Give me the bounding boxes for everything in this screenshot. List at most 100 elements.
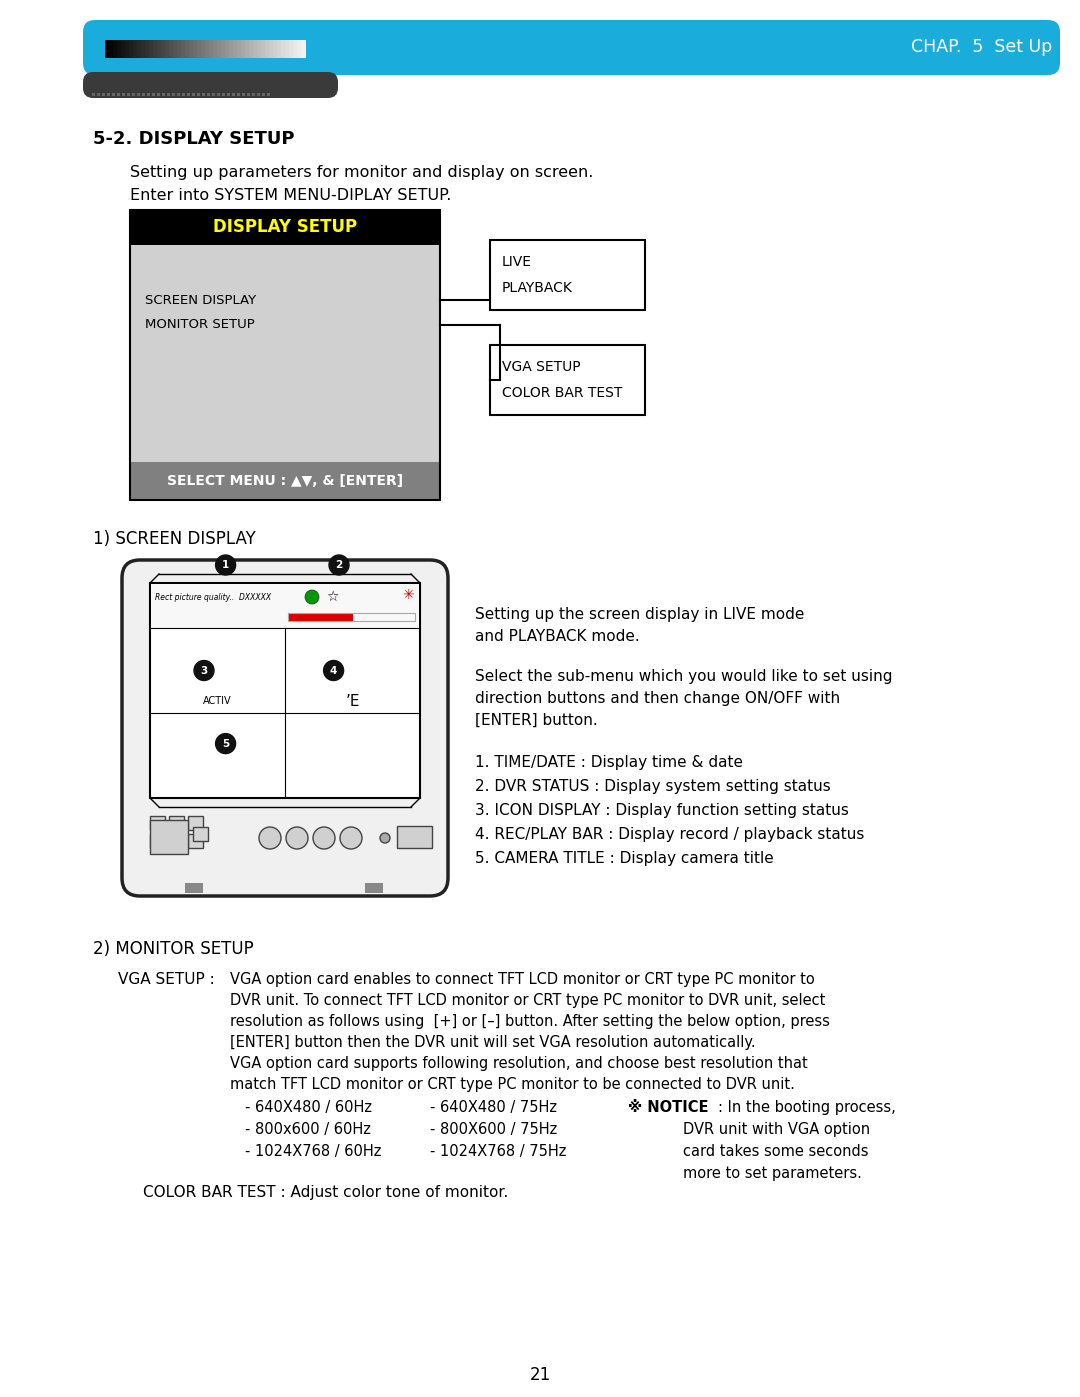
Text: 5. CAMERA TITLE : Display camera title: 5. CAMERA TITLE : Display camera title bbox=[475, 851, 773, 866]
Bar bbox=[92, 94, 95, 96]
Bar bbox=[229, 41, 233, 59]
Bar bbox=[210, 41, 214, 59]
Text: 4: 4 bbox=[329, 665, 337, 676]
Bar bbox=[201, 41, 205, 59]
Bar bbox=[168, 816, 184, 830]
Text: ’E: ’E bbox=[346, 693, 360, 708]
Bar bbox=[107, 94, 110, 96]
Text: [ENTER] button then the DVR unit will set VGA resolution automatically.: [ENTER] button then the DVR unit will se… bbox=[230, 1035, 756, 1051]
Bar bbox=[189, 41, 193, 59]
Bar bbox=[197, 41, 202, 59]
Text: - 1024X768 / 60Hz: - 1024X768 / 60Hz bbox=[245, 1144, 381, 1160]
Bar bbox=[288, 613, 415, 622]
Text: DVR unit. To connect TFT LCD monitor or CRT type PC monitor to DVR unit, select: DVR unit. To connect TFT LCD monitor or … bbox=[230, 993, 825, 1009]
Bar bbox=[205, 41, 210, 59]
Bar bbox=[177, 94, 180, 96]
FancyBboxPatch shape bbox=[83, 73, 338, 98]
Bar bbox=[102, 94, 105, 96]
Text: MONITOR SETUP: MONITOR SETUP bbox=[145, 319, 255, 331]
Bar bbox=[192, 94, 195, 96]
Bar bbox=[267, 94, 270, 96]
Bar bbox=[125, 41, 130, 59]
Text: direction buttons and then change ON/OFF with: direction buttons and then change ON/OFF… bbox=[475, 692, 840, 705]
Bar bbox=[257, 94, 260, 96]
Circle shape bbox=[340, 827, 362, 849]
Bar bbox=[397, 826, 432, 848]
Text: SELECT MENU : ▲▼, & [ENTER]: SELECT MENU : ▲▼, & [ENTER] bbox=[167, 474, 403, 488]
Bar bbox=[237, 94, 240, 96]
Text: Enter into SYSTEM MENU-DIPLAY SETUP.: Enter into SYSTEM MENU-DIPLAY SETUP. bbox=[130, 189, 451, 203]
Bar bbox=[117, 41, 121, 59]
Bar bbox=[130, 462, 440, 500]
Bar bbox=[217, 41, 221, 59]
Text: ACTIV: ACTIV bbox=[203, 696, 232, 705]
Bar bbox=[137, 94, 140, 96]
Text: PLAYBACK: PLAYBACK bbox=[502, 281, 572, 295]
Text: more to set parameters.: more to set parameters. bbox=[683, 1166, 862, 1180]
Bar bbox=[490, 240, 645, 310]
Text: COLOR BAR TEST : Adjust color tone of monitor.: COLOR BAR TEST : Adjust color tone of mo… bbox=[143, 1185, 509, 1200]
Text: CHAP.  5  Set Up: CHAP. 5 Set Up bbox=[910, 38, 1052, 56]
Circle shape bbox=[259, 827, 281, 849]
Bar bbox=[249, 41, 254, 59]
Text: resolution as follows using  [+] or [–] button. After setting the below option, : resolution as follows using [+] or [–] b… bbox=[230, 1014, 829, 1030]
Text: 1. TIME/DATE : Display time & date: 1. TIME/DATE : Display time & date bbox=[475, 754, 743, 770]
FancyBboxPatch shape bbox=[83, 20, 1059, 75]
Bar bbox=[241, 41, 245, 59]
Bar bbox=[365, 883, 383, 893]
Bar bbox=[141, 41, 146, 59]
Text: VGA SETUP: VGA SETUP bbox=[502, 360, 581, 374]
Bar bbox=[213, 41, 217, 59]
Bar bbox=[212, 94, 215, 96]
Circle shape bbox=[380, 833, 390, 842]
Text: 4. REC/PLAY BAR : Display record / playback status: 4. REC/PLAY BAR : Display record / playb… bbox=[475, 827, 864, 842]
Bar bbox=[288, 613, 353, 622]
Text: VGA option card supports following resolution, and choose best resolution that: VGA option card supports following resol… bbox=[230, 1056, 808, 1071]
Text: LIVE: LIVE bbox=[502, 256, 532, 270]
Bar bbox=[97, 94, 100, 96]
Text: 1: 1 bbox=[222, 560, 229, 570]
Bar bbox=[262, 94, 265, 96]
Text: and PLAYBACK mode.: and PLAYBACK mode. bbox=[475, 629, 639, 644]
Bar bbox=[285, 41, 289, 59]
Bar bbox=[265, 41, 270, 59]
Text: 2: 2 bbox=[336, 560, 342, 570]
Circle shape bbox=[216, 555, 235, 576]
Text: Setting up parameters for monitor and display on screen.: Setting up parameters for monitor and di… bbox=[130, 165, 593, 180]
Bar bbox=[172, 94, 175, 96]
Bar bbox=[150, 816, 165, 830]
Bar bbox=[162, 94, 165, 96]
Circle shape bbox=[329, 555, 349, 576]
Bar bbox=[130, 244, 440, 462]
Bar bbox=[151, 584, 419, 629]
Text: DVR unit with VGA option: DVR unit with VGA option bbox=[683, 1122, 870, 1137]
Text: 3. ICON DISPLAY : Display function setting status: 3. ICON DISPLAY : Display function setti… bbox=[475, 803, 849, 819]
Bar bbox=[145, 41, 149, 59]
Bar bbox=[157, 94, 160, 96]
Text: - 640X480 / 75Hz: - 640X480 / 75Hz bbox=[430, 1099, 557, 1115]
Text: 3: 3 bbox=[201, 665, 207, 676]
FancyBboxPatch shape bbox=[122, 560, 448, 895]
Bar bbox=[261, 41, 266, 59]
Text: Rect picture quality..  DXXXXX: Rect picture quality.. DXXXXX bbox=[156, 592, 271, 602]
Bar bbox=[197, 94, 200, 96]
Bar bbox=[281, 41, 285, 59]
Text: ☆: ☆ bbox=[326, 590, 338, 604]
Bar bbox=[168, 834, 184, 848]
Bar bbox=[188, 834, 203, 848]
Bar bbox=[161, 41, 165, 59]
Bar bbox=[121, 41, 125, 59]
Bar bbox=[232, 94, 235, 96]
Bar bbox=[222, 94, 225, 96]
Circle shape bbox=[324, 661, 343, 680]
Bar bbox=[293, 41, 297, 59]
Bar bbox=[129, 41, 134, 59]
Bar bbox=[112, 94, 114, 96]
Text: 5: 5 bbox=[222, 739, 229, 749]
Text: SCREEN DISPLAY: SCREEN DISPLAY bbox=[145, 293, 256, 306]
Bar bbox=[105, 41, 109, 59]
Bar bbox=[245, 41, 249, 59]
Bar bbox=[185, 41, 189, 59]
Bar bbox=[185, 883, 203, 893]
Bar bbox=[202, 94, 205, 96]
